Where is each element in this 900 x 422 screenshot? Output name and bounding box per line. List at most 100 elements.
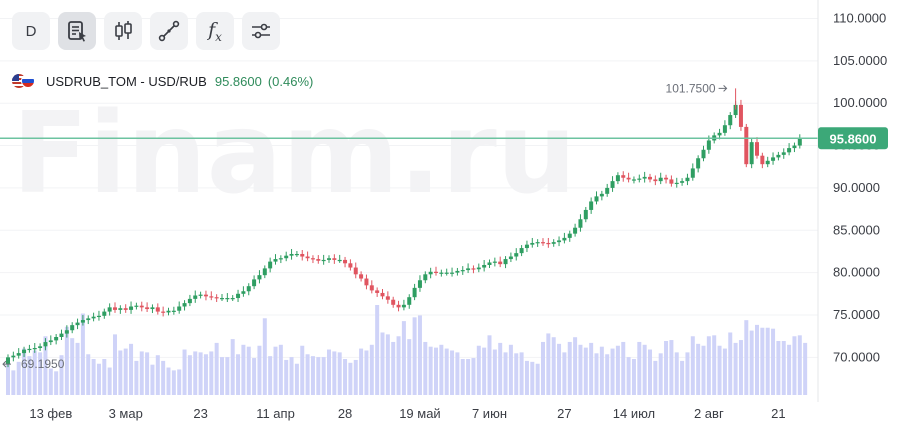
candle-body — [177, 306, 182, 311]
candle-body — [744, 126, 749, 165]
volume-bar — [257, 345, 262, 395]
volume-bar — [450, 350, 455, 395]
candle-body — [412, 287, 417, 298]
interval-button[interactable]: D — [12, 12, 50, 50]
candle-body — [209, 296, 214, 298]
arrow-left-icon — [2, 360, 11, 368]
x-axis: 13 фев 3 мар 23 11 апр 28 19 май 7 июн 27 14 июл… — [29, 406, 785, 421]
candle-body — [728, 115, 733, 126]
volume-bar — [305, 354, 310, 395]
candle-body — [246, 286, 251, 292]
candle-body — [166, 310, 171, 313]
y-tick-label: 80.0000 — [833, 265, 880, 280]
candle-body — [621, 175, 626, 178]
x-tick-label: 19 май — [399, 406, 441, 421]
candle-body — [220, 298, 224, 300]
candle-body — [27, 348, 32, 351]
candle-body — [653, 179, 658, 182]
y-tick-label: 75.0000 — [833, 307, 880, 322]
volume-bar — [680, 360, 685, 395]
candle-body — [145, 307, 150, 310]
y-tick-label: 90.0000 — [833, 180, 880, 195]
volume-bar — [744, 320, 749, 395]
candle-body — [551, 242, 556, 244]
volume-bar — [787, 344, 792, 395]
chart-settings-button[interactable] — [58, 12, 96, 50]
candle-body — [466, 268, 471, 271]
candle-body — [776, 154, 781, 158]
candle-body — [680, 181, 685, 183]
volume-bar — [150, 364, 155, 395]
candle-body — [589, 201, 594, 210]
volume-bar — [797, 335, 802, 395]
volume-bars — [6, 305, 808, 395]
symbol-name: USDRUB_TOM - USD/RUB — [46, 73, 207, 89]
volume-bar — [396, 336, 401, 395]
candle-body — [321, 259, 326, 262]
volume-bar — [268, 356, 273, 395]
candle-body — [637, 178, 642, 180]
volume-bar — [16, 361, 21, 395]
volume-bar — [765, 327, 770, 395]
volume-bar — [107, 367, 112, 395]
drawing-tools-button[interactable] — [150, 12, 188, 50]
x-tick-label: 2 авг — [694, 406, 724, 421]
volume-bar — [113, 334, 117, 395]
y-tick-label: 85.0000 — [833, 222, 880, 237]
candle-body — [573, 227, 578, 234]
candle-body — [498, 261, 503, 265]
x-tick-label: 13 фев — [29, 406, 72, 421]
candle-body — [123, 308, 128, 310]
volume-bar — [434, 347, 438, 395]
candle-body — [310, 258, 315, 260]
volume-bar — [134, 360, 139, 395]
candle-body — [214, 297, 219, 299]
candle-body — [43, 342, 48, 347]
document-cursor-icon — [68, 21, 86, 42]
chart-properties-button[interactable] — [242, 12, 280, 50]
volume-bar — [161, 360, 166, 395]
volume-bar — [327, 349, 331, 395]
currency-flags-icon — [12, 72, 40, 90]
volume-bar — [86, 354, 91, 395]
candle-body — [113, 307, 117, 310]
y-tick-label: 100.0000 — [833, 95, 887, 110]
candle-body — [257, 275, 262, 280]
candle-body — [524, 244, 529, 249]
volume-bar — [91, 359, 96, 395]
candle-body — [797, 138, 802, 146]
candle-body — [760, 155, 765, 165]
volume-bar — [337, 352, 342, 395]
candle-body — [658, 177, 663, 182]
candle-body — [38, 346, 43, 349]
volume-bar — [273, 346, 278, 395]
candle-type-button[interactable] — [104, 12, 142, 50]
volume-bar — [648, 349, 652, 395]
function-icon: fx — [208, 18, 222, 44]
volume-bar — [385, 334, 390, 395]
candle-body — [605, 187, 610, 194]
trend-line-icon — [158, 20, 180, 42]
candle-body — [792, 145, 797, 149]
volume-bar — [209, 351, 214, 395]
candle-body — [203, 294, 208, 297]
volume-bar — [139, 351, 144, 395]
volume-bar — [353, 359, 358, 395]
candle-body — [86, 318, 91, 321]
candle-body — [332, 258, 337, 260]
volume-bar — [230, 339, 235, 395]
symbol-price: 95.8600 — [214, 73, 262, 89]
candle-body — [198, 294, 203, 296]
last-price-tag-bg — [818, 127, 888, 150]
volume-bar — [567, 341, 572, 395]
candle-body — [664, 177, 669, 180]
volume-bar — [375, 305, 380, 395]
volume-bar — [631, 359, 636, 395]
volume-bar — [118, 350, 123, 395]
indicators-button[interactable]: fx — [196, 12, 234, 50]
candle-body — [11, 355, 16, 358]
volume-bar — [43, 336, 48, 395]
candle-body — [562, 237, 567, 241]
volume-bar — [38, 352, 43, 395]
